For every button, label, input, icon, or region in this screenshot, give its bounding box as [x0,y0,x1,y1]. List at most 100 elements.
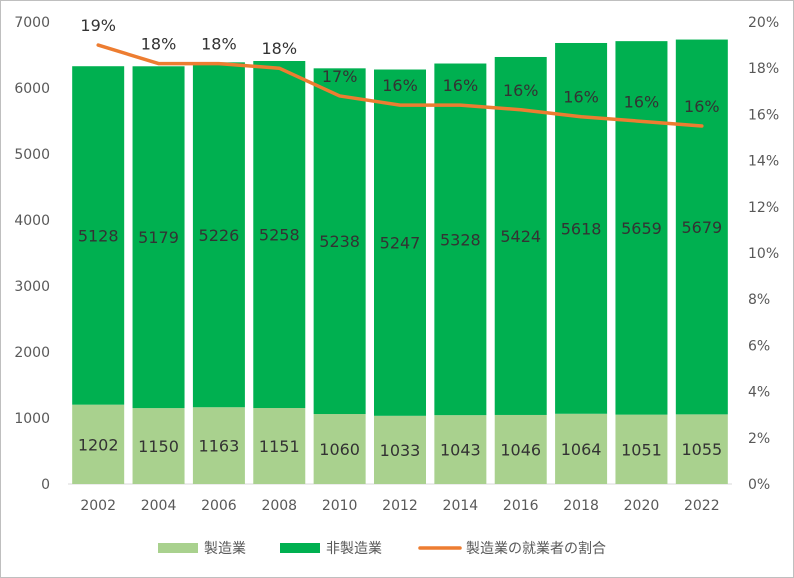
data-label-non-manufacturing: 5679 [681,218,722,237]
bar-non-manufacturing [132,66,185,409]
data-label-share: 18% [201,35,237,54]
data-label-manufacturing: 1060 [319,440,360,459]
bar-manufacturing [434,415,487,484]
x-axis-tick-label: 2014 [443,498,479,514]
data-label-manufacturing: 1043 [440,441,481,460]
x-axis-tick-label: 2004 [141,498,177,514]
data-label-non-manufacturing: 5247 [380,234,421,253]
x-axis-tick-label: 2022 [684,498,720,514]
x-axis-tick-label: 2006 [201,498,237,514]
y-axis-tick-label: 7000 [14,15,50,31]
bar-non-manufacturing [494,56,547,415]
data-label-manufacturing: 1163 [199,437,240,456]
data-label-non-manufacturing: 5226 [199,226,240,245]
bar-manufacturing [192,407,245,484]
data-label-manufacturing: 1064 [561,440,602,459]
y-axis-tick-label: 6000 [14,81,50,97]
bar-non-manufacturing [615,41,668,415]
data-label-manufacturing: 1055 [681,440,722,459]
legend-non-manufacturing-label: 非製造業 [326,541,382,557]
bar-non-manufacturing [555,42,608,414]
legend-manufacturing-share-label: 製造業の就業者の割合 [466,540,606,557]
data-label-manufacturing: 1150 [138,437,179,456]
data-label-share: 16% [563,88,599,107]
data-label-non-manufacturing: 5128 [78,226,119,245]
y2-axis-tick-label: 0% [748,477,770,493]
data-label-share: 16% [624,92,660,111]
bar-manufacturing [374,415,426,484]
x-axis-tick-label: 2016 [503,498,539,514]
data-label-share: 16% [382,76,418,95]
bar-non-manufacturing [253,61,306,409]
data-label-share: 16% [684,97,720,116]
line-point-manufacturing-share [639,119,643,123]
legend-manufacturing-swatch [158,543,198,553]
y-axis-tick-label: 4000 [14,213,50,229]
y2-axis-tick-label: 14% [748,154,779,170]
line-point-manufacturing-share [96,43,100,47]
data-label-manufacturing: 1051 [621,440,662,459]
y2-axis-tick-label: 20% [748,15,779,31]
y-axis-tick-label: 3000 [14,279,50,295]
y2-axis-tick-label: 18% [748,61,779,77]
bar-non-manufacturing [374,69,426,416]
data-label-share: 18% [261,39,297,58]
x-axis-tick-label: 2002 [80,498,116,514]
bar-manufacturing [494,414,547,484]
data-label-share: 16% [503,81,539,100]
legend-manufacturing-label: 製造業 [204,541,246,557]
data-label-manufacturing: 1046 [500,440,541,459]
x-axis-tick-label: 2012 [382,498,418,514]
bar-manufacturing [313,414,366,484]
bar-manufacturing [132,408,185,484]
data-label-share: 19% [80,16,116,35]
y2-axis-tick-label: 4% [748,385,770,401]
bar-non-manufacturing [192,62,245,408]
line-point-manufacturing-share [277,66,281,70]
bar-manufacturing [615,414,668,484]
bar-non-manufacturing [434,63,487,416]
bar-manufacturing [72,404,125,484]
bar-manufacturing [675,414,728,484]
x-axis-tick-label: 2020 [624,498,660,514]
y-axis-tick-label: 2000 [14,345,50,361]
data-label-share: 16% [443,76,479,95]
line-point-manufacturing-share [217,62,221,66]
y-axis-tick-label: 5000 [14,147,50,163]
line-point-manufacturing-share [700,124,704,128]
data-label-manufacturing: 1151 [259,437,300,456]
line-point-manufacturing-share [519,108,523,112]
data-label-non-manufacturing: 5238 [319,232,360,251]
y-axis-tick-label: 0 [41,477,50,493]
data-label-manufacturing: 1033 [380,441,421,460]
y2-axis-tick-label: 6% [748,338,770,354]
bar-manufacturing [253,408,306,484]
data-label-non-manufacturing: 5258 [259,226,300,245]
data-label-share: 17% [322,67,358,86]
y2-axis-tick-label: 2% [748,431,770,447]
bar-manufacturing [555,413,608,484]
y-axis-tick-label: 1000 [14,411,50,427]
y2-axis-tick-label: 10% [748,246,779,262]
x-axis-tick-label: 2010 [322,498,358,514]
x-axis-tick-label: 2008 [261,498,297,514]
x-axis-tick-label: 2018 [563,498,599,514]
data-label-non-manufacturing: 5424 [500,227,541,246]
data-label-non-manufacturing: 5328 [440,230,481,249]
line-point-manufacturing-share [157,62,161,66]
y2-axis-tick-label: 12% [748,200,779,216]
bar-non-manufacturing [72,66,125,405]
data-label-manufacturing: 1202 [78,435,119,454]
y2-axis-tick-label: 16% [748,107,779,123]
y2-axis-tick-label: 8% [748,292,770,308]
data-label-share: 18% [141,35,177,54]
data-label-non-manufacturing: 5659 [621,219,662,238]
bar-non-manufacturing [313,68,366,415]
legend-non-manufacturing-swatch [280,543,320,553]
bar-non-manufacturing [675,39,728,415]
data-label-non-manufacturing: 5618 [561,219,602,238]
line-point-manufacturing-share [458,103,462,107]
data-label-non-manufacturing: 5179 [138,228,179,247]
line-point-manufacturing-share [338,94,342,98]
